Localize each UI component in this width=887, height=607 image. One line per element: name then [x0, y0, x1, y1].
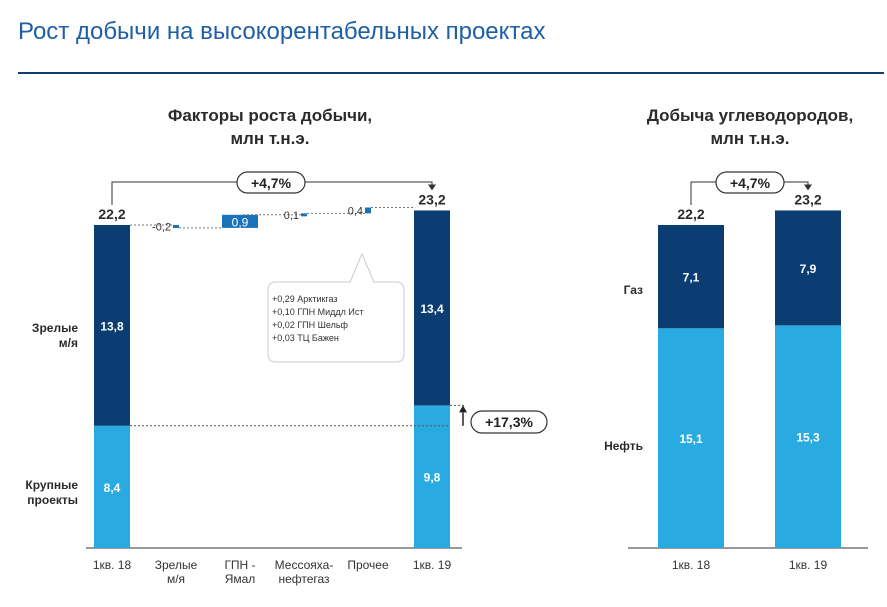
stacked-chart-title: Добыча углеводородов, млн т.н.э. — [620, 104, 880, 150]
series-label-mature: Зрелые — [32, 321, 78, 335]
category-label: ГПН - — [224, 558, 255, 572]
label-start-mature: 13,8 — [100, 319, 124, 333]
label-gas: 7,9 — [800, 262, 817, 276]
category-label: 1кв. 18 — [672, 558, 711, 572]
category-label: нефтегаз — [278, 572, 330, 586]
stacked-growth-arrowhead — [804, 184, 812, 191]
page-title: Рост добычи на высокорентабельных проект… — [18, 18, 546, 45]
other-breakdown-callout: +0,29 Арктикгаз +0,10 ГПН Миддл Ист +0,0… — [272, 293, 364, 345]
label-gas: 7,1 — [683, 271, 700, 285]
category-label: 1кв. 18 — [93, 558, 132, 572]
category-label: Мессояха- — [275, 558, 334, 572]
bar-oil — [658, 328, 724, 548]
label-end-total: 23,2 — [418, 191, 445, 207]
category-label: Зрелые — [155, 558, 198, 572]
growth-label: +4,7% — [251, 175, 292, 191]
category-label: Ямал — [225, 572, 256, 586]
callout-line: +0,02 ГПН Шельф — [272, 320, 348, 330]
bar-start-mature — [94, 224, 130, 426]
series-label-projects: проекты — [27, 493, 78, 507]
bar-oil — [775, 325, 841, 548]
change-bar — [365, 207, 371, 214]
callout-bubble — [267, 252, 405, 363]
change-label: 0,9 — [232, 215, 249, 229]
stacked-title-line-1: Добыча углеводородов, — [646, 106, 854, 125]
label-stack-total: 22,2 — [677, 206, 704, 222]
category-label: Прочее — [347, 558, 389, 572]
label-end-mature: 13,4 — [420, 302, 444, 316]
series-label-gas: Газ — [624, 283, 643, 297]
bar-gas — [775, 210, 841, 326]
label-oil: 15,3 — [796, 431, 820, 445]
waterfall-title-line-1: Факторы роста добычи, — [167, 106, 373, 125]
stacked-title-line-2: млн т.н.э. — [710, 129, 790, 148]
growth-badge — [236, 171, 306, 194]
projects-growth-label: +17,3% — [485, 414, 533, 430]
waterfall-chart-title: Факторы роста добычи, млн т.н.э. — [150, 104, 390, 150]
waterfall-title-line-2: млн т.н.э. — [230, 129, 310, 148]
projects-growth-arrowhead — [459, 405, 467, 413]
category-label: 1кв. 19 — [413, 558, 452, 572]
stacked-growth-badge — [715, 171, 785, 194]
growth-bracket-arrowhead — [428, 184, 436, 191]
label-oil: 15,1 — [679, 432, 703, 446]
callout-line: +0,03 ТЦ Бажен — [272, 333, 339, 343]
label-stack-total: 23,2 — [794, 191, 821, 207]
change-label: 0,4 — [348, 205, 363, 217]
series-label-mature: м/я — [59, 336, 78, 350]
label-start-total: 22,2 — [98, 206, 125, 222]
stacked-growth-label: +4,7% — [730, 175, 771, 191]
change-bar — [222, 214, 258, 228]
series-label-projects: Крупные — [25, 478, 78, 492]
projects-growth-badge — [470, 410, 548, 434]
category-label: м/я — [167, 572, 185, 586]
callout-line: +0,10 ГПН Миддл Ист — [272, 307, 364, 317]
title-divider — [18, 72, 884, 74]
category-label: 1кв. 19 — [789, 558, 828, 572]
bar-start-projects — [94, 425, 130, 548]
label-start-projects: 8,4 — [104, 481, 121, 495]
change-bar — [173, 224, 179, 228]
change-label: 0,1 — [284, 210, 299, 222]
series-label-oil: Нефть — [604, 439, 643, 453]
change-bar — [301, 213, 307, 217]
bar-gas — [658, 224, 724, 329]
callout-line: +0,29 Арктикгаз — [272, 294, 338, 304]
bar-end-mature — [414, 210, 450, 406]
change-label: -0,2 — [152, 221, 171, 233]
bar-end-projects — [414, 405, 450, 548]
label-end-projects: 9,8 — [424, 471, 441, 485]
